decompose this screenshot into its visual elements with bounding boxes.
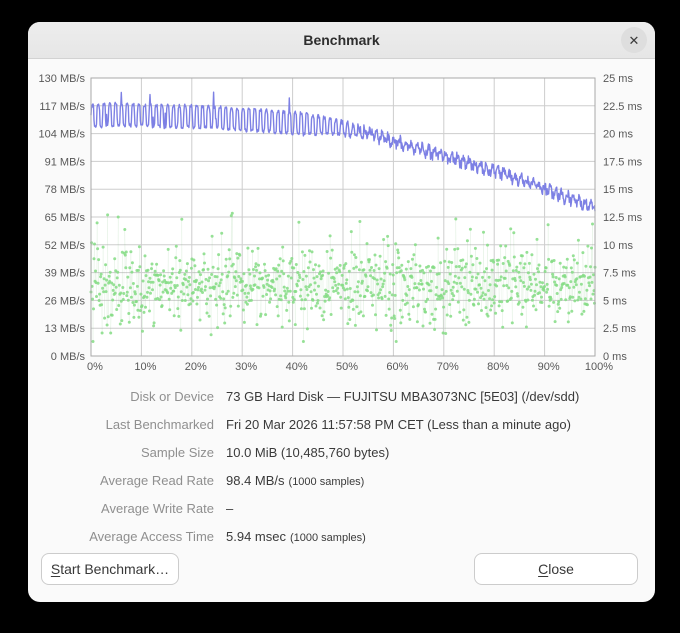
value-small: (1000 samples) bbox=[288, 475, 365, 488]
close-icon[interactable]: ✕ bbox=[621, 27, 647, 53]
detail-row-access-time: Average Access Time 5.94 msec (1000 sampl… bbox=[28, 522, 655, 550]
detail-row-last-benchmarked: Last Benchmarked Fri 20 Mar 2026 11:57:5… bbox=[28, 410, 655, 438]
detail-label: Last Benchmarked bbox=[105, 416, 214, 432]
svg-text:12.5 ms: 12.5 ms bbox=[603, 212, 643, 224]
detail-label: Disk or Device bbox=[130, 388, 214, 404]
svg-text:104 MB/s: 104 MB/s bbox=[39, 129, 86, 141]
value-small: (1000 samples) bbox=[289, 531, 366, 544]
detail-label: Average Access Time bbox=[89, 528, 214, 544]
mnemonic: C bbox=[538, 561, 549, 577]
svg-text:25 ms: 25 ms bbox=[603, 73, 633, 85]
svg-text:22.5 ms: 22.5 ms bbox=[603, 101, 643, 113]
value-text: 10.0 MiB (10,485,760 bytes) bbox=[226, 444, 390, 460]
button-label: tart Benchmark… bbox=[60, 561, 170, 577]
svg-text:60%: 60% bbox=[386, 361, 408, 373]
svg-text:130 MB/s: 130 MB/s bbox=[39, 73, 86, 85]
detail-value: 73 GB Hard Disk — FUJITSU MBA3073NC [5E0… bbox=[226, 389, 583, 404]
svg-text:2.5 ms: 2.5 ms bbox=[603, 323, 637, 335]
svg-text:20%: 20% bbox=[185, 361, 207, 373]
detail-label: Average Read Rate bbox=[100, 472, 214, 488]
value-text: 98.4 MB/s bbox=[226, 472, 285, 488]
detail-value: 10.0 MiB (10,485,760 bytes) bbox=[226, 445, 393, 460]
detail-row-sample-size: Sample Size 10.0 MiB (10,485,760 bytes) bbox=[28, 438, 655, 466]
benchmark-dialog: Benchmark ✕ 130 MB/s 117 MB/s 104 MB/s 91 M… bbox=[28, 22, 655, 602]
svg-text:80%: 80% bbox=[487, 361, 509, 373]
value-text: – bbox=[226, 500, 234, 516]
titlebar[interactable]: Benchmark ✕ bbox=[28, 22, 655, 59]
svg-text:78 MB/s: 78 MB/s bbox=[45, 184, 86, 196]
detail-row-read-rate: Average Read Rate 98.4 MB/s (1000 samples… bbox=[28, 466, 655, 494]
svg-text:10 ms: 10 ms bbox=[603, 240, 633, 252]
button-label: lose bbox=[548, 561, 574, 577]
svg-text:20 ms: 20 ms bbox=[603, 129, 633, 141]
svg-text:15 ms: 15 ms bbox=[603, 184, 633, 196]
svg-text:26 MB/s: 26 MB/s bbox=[45, 295, 86, 307]
detail-label: Sample Size bbox=[141, 444, 214, 460]
close-button[interactable]: Close bbox=[474, 553, 638, 585]
svg-text:65 MB/s: 65 MB/s bbox=[45, 212, 86, 224]
start-benchmark-button[interactable]: Start Benchmark… bbox=[41, 553, 179, 585]
svg-text:40%: 40% bbox=[286, 361, 308, 373]
svg-text:0%: 0% bbox=[87, 361, 103, 373]
close-glyph: ✕ bbox=[628, 32, 640, 48]
svg-text:50%: 50% bbox=[336, 361, 358, 373]
detail-value: Fri 20 Mar 2026 11:57:58 PM CET (Less th… bbox=[226, 417, 575, 432]
svg-text:90%: 90% bbox=[538, 361, 560, 373]
value-text: Fri 20 Mar 2026 11:57:58 PM CET (Less th… bbox=[226, 416, 571, 432]
detail-value: – bbox=[226, 501, 237, 516]
svg-text:0 MB/s: 0 MB/s bbox=[51, 351, 86, 363]
svg-text:10%: 10% bbox=[134, 361, 156, 373]
svg-text:7.5 ms: 7.5 ms bbox=[603, 268, 637, 280]
detail-value: 5.94 msec (1000 samples) bbox=[226, 529, 366, 544]
svg-text:39 MB/s: 39 MB/s bbox=[45, 268, 86, 280]
detail-row-write-rate: Average Write Rate – bbox=[28, 494, 655, 522]
svg-text:117 MB/s: 117 MB/s bbox=[39, 101, 85, 113]
svg-text:13 MB/s: 13 MB/s bbox=[45, 323, 86, 335]
value-text: 73 GB Hard Disk — FUJITSU MBA3073NC [5E0… bbox=[226, 388, 580, 404]
benchmark-details: Disk or Device 73 GB Hard Disk — FUJITSU… bbox=[28, 382, 655, 550]
detail-label: Average Write Rate bbox=[101, 500, 214, 516]
svg-text:91 MB/s: 91 MB/s bbox=[45, 156, 86, 168]
svg-text:70%: 70% bbox=[437, 361, 459, 373]
value-text: 5.94 msec bbox=[226, 528, 286, 544]
svg-text:0 ms: 0 ms bbox=[603, 351, 627, 363]
window-title: Benchmark bbox=[303, 32, 380, 48]
svg-text:17.5 ms: 17.5 ms bbox=[603, 156, 643, 168]
svg-text:5 ms: 5 ms bbox=[603, 295, 627, 307]
detail-row-disk: Disk or Device 73 GB Hard Disk — FUJITSU… bbox=[28, 382, 655, 410]
svg-text:100%: 100% bbox=[585, 361, 613, 373]
mnemonic: S bbox=[50, 561, 61, 577]
svg-text:52 MB/s: 52 MB/s bbox=[45, 240, 86, 252]
detail-value: 98.4 MB/s (1000 samples) bbox=[226, 473, 364, 488]
svg-text:30%: 30% bbox=[235, 361, 257, 373]
